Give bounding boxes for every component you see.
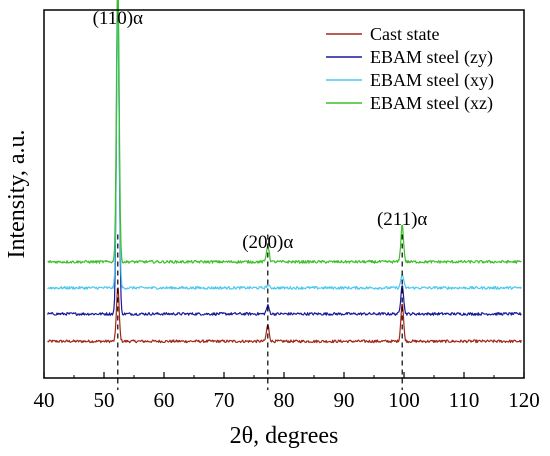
- x-tick-label-0: 40: [34, 388, 55, 412]
- peak-label-1: (200)α: [242, 232, 293, 253]
- x-tick-label-4: 80: [274, 388, 295, 412]
- legend-label-2: EBAM steel (xy): [370, 70, 494, 91]
- peak-labels: (110)α (200)α (211)α: [93, 8, 428, 253]
- legend-label-3: EBAM steel (xz): [370, 93, 493, 114]
- legend-label-0: Cast state: [370, 24, 440, 44]
- x-tick-label-3: 70: [214, 388, 235, 412]
- x-tick-label-5: 90: [334, 388, 355, 412]
- x-tick-label-8: 120: [508, 388, 540, 412]
- x-tick-label-2: 60: [154, 388, 175, 412]
- legend-label-1: EBAM steel (zy): [370, 47, 493, 68]
- legend: Cast state EBAM steel (zy)EBAM steel (xy)…: [326, 24, 494, 114]
- peak-label-2: (211)α: [377, 209, 427, 230]
- reference-lines: [118, 234, 402, 390]
- x-tick-label-7: 110: [449, 388, 480, 412]
- x-tick-label-6: 100: [388, 388, 420, 412]
- x-tick-label-1: 50: [94, 388, 115, 412]
- y-axis-title: Intensity, a.u.: [4, 129, 30, 258]
- x-axis-title: 2θ, degrees: [230, 423, 339, 449]
- peak-label-0: (110)α: [93, 8, 143, 29]
